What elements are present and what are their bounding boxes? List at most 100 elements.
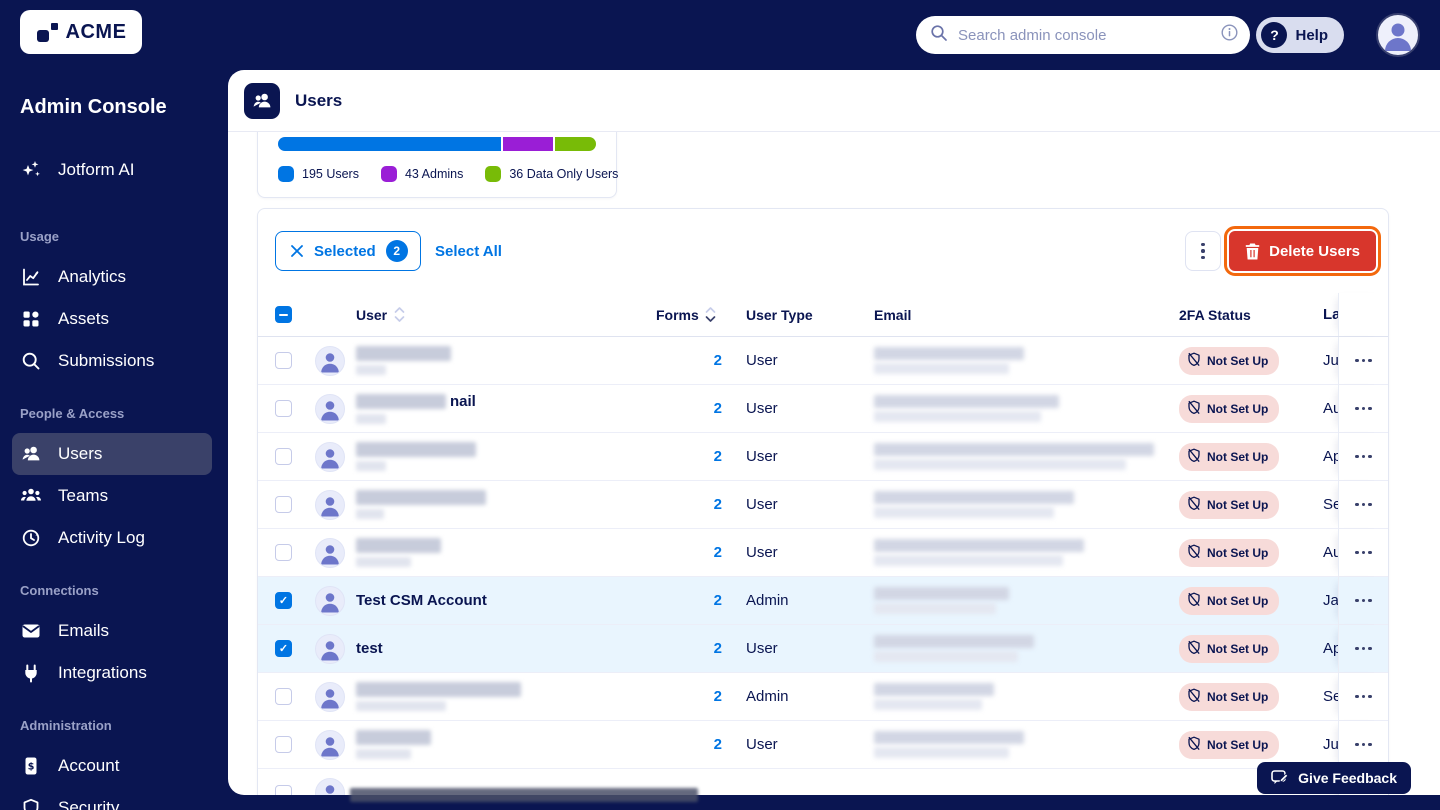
sort-icon[interactable] (705, 306, 716, 323)
sidebar-item-jotform-ai[interactable]: Jotform AI (12, 149, 212, 191)
column-user[interactable]: User (356, 306, 388, 323)
users-table-card: Selected 2 Select All Delete Users User (257, 208, 1389, 795)
user-type-cell: User (746, 481, 856, 528)
forms-count-link[interactable]: 2 (713, 592, 722, 609)
forms-count-link[interactable]: 2 (713, 544, 722, 561)
row-actions-cell (1338, 481, 1388, 528)
redacted-name (356, 538, 441, 567)
user-name-cell (356, 721, 651, 768)
email-blur (874, 363, 1009, 374)
selected-filter-button[interactable]: Selected 2 (275, 231, 421, 271)
account-avatar[interactable] (1376, 13, 1420, 57)
forms-count-link[interactable]: 2 (713, 448, 722, 465)
email-icon (20, 620, 42, 642)
last-login-value: Au (1323, 400, 1342, 417)
user-type-value: User (746, 400, 778, 417)
avatar (315, 681, 345, 712)
tfa-status-badge: Not Set Up (1179, 346, 1280, 375)
bar-segment (554, 137, 596, 151)
redacted-name (356, 730, 431, 759)
last-login-cell: Se (1318, 673, 1388, 720)
sidebar-item-account[interactable]: $ Account (12, 745, 212, 787)
select-all-link[interactable]: Select All (435, 243, 502, 260)
row-more-actions-button[interactable] (1349, 689, 1378, 705)
forms-count-link[interactable]: 2 (713, 496, 722, 513)
sidebar-item-analytics[interactable]: Analytics (12, 256, 212, 298)
name-tail-text: nail (450, 393, 476, 410)
redacted-name (356, 682, 521, 711)
row-more-actions-button[interactable] (1349, 497, 1378, 513)
info-icon[interactable] (1221, 24, 1238, 46)
sidebar-nav: Usage Analytics Assets Submissions People & … (0, 229, 228, 810)
sidebar-item-security[interactable]: Security (12, 787, 212, 810)
row-more-actions-button[interactable] (1349, 449, 1378, 465)
sidebar-item-teams[interactable]: Teams (12, 475, 212, 517)
row-more-actions-button[interactable] (1349, 545, 1378, 561)
email-cell (874, 769, 1169, 795)
more-actions-button[interactable] (1185, 231, 1222, 271)
sidebar-item-activity-log[interactable]: Activity Log (12, 517, 212, 559)
name-sub-blur (356, 414, 386, 424)
user-name: test (356, 640, 383, 657)
row-checkbox[interactable]: ✓ (275, 640, 292, 657)
user-type-cell: User (746, 433, 856, 480)
row-checkbox[interactable] (275, 400, 292, 417)
avatar-cell (315, 529, 347, 576)
sidebar-item-assets[interactable]: Assets (12, 298, 212, 340)
email-cell (874, 577, 1169, 624)
row-checkbox[interactable] (275, 544, 292, 561)
sidebar-item-emails[interactable]: Emails (12, 610, 212, 652)
row-checkbox[interactable] (275, 352, 292, 369)
forms-cell: 2 (656, 337, 722, 384)
select-all-checkbox[interactable] (275, 306, 292, 323)
teams-icon (20, 485, 42, 507)
row-more-actions-button[interactable] (1349, 737, 1378, 753)
forms-count-link[interactable]: 2 (713, 640, 722, 657)
forms-count-link[interactable]: 2 (713, 400, 722, 417)
row-checkbox[interactable] (275, 736, 292, 753)
feedback-icon (1271, 770, 1289, 784)
admin-search (916, 16, 1250, 54)
forms-count-link[interactable]: 2 (713, 688, 722, 705)
sort-icon[interactable] (394, 306, 405, 323)
shield-slash-icon (1187, 352, 1201, 370)
user-name-cell (356, 529, 651, 576)
sidebar-item-label: Security (58, 798, 120, 810)
tfa-cell: Not Set Up (1179, 385, 1314, 432)
row-checkbox[interactable] (275, 496, 292, 513)
forms-count-link[interactable]: 2 (713, 352, 722, 369)
row-checkbox[interactable] (275, 448, 292, 465)
sidebar-item-submissions[interactable]: Submissions (12, 340, 212, 382)
row-more-actions-button[interactable] (1349, 593, 1378, 609)
tfa-status-badge: Not Set Up (1179, 586, 1280, 615)
row-more-actions-button[interactable] (1349, 641, 1378, 657)
give-feedback-button[interactable]: Give Feedback (1257, 762, 1411, 794)
sidebar-item-label: Emails (58, 621, 110, 640)
forms-count-link[interactable]: 2 (713, 736, 722, 753)
help-button[interactable]: ? Help (1256, 17, 1344, 53)
users-page-icon (244, 82, 280, 119)
avatar-cell (315, 385, 347, 432)
row-checkbox[interactable] (275, 784, 292, 795)
legend-label: 195 Users (302, 167, 359, 181)
search-input[interactable] (958, 26, 1221, 44)
row-more-actions-button[interactable] (1349, 353, 1378, 369)
sidebar-item-label: Jotform AI (58, 160, 135, 179)
email-blur (874, 635, 1034, 648)
email-blur (874, 507, 1054, 518)
email-blur (874, 395, 1059, 408)
row-checkbox[interactable] (275, 688, 292, 705)
row-more-actions-button[interactable] (1349, 401, 1378, 417)
sidebar-item-users[interactable]: Users (12, 433, 212, 475)
user-type-cell: User (746, 385, 856, 432)
tfa-status-badge: Not Set Up (1179, 442, 1280, 471)
name-blur (356, 346, 451, 361)
row-checkbox[interactable]: ✓ (275, 592, 292, 609)
column-forms[interactable]: Forms (656, 306, 699, 323)
user-name-cell (356, 337, 651, 384)
sidebar-item-integrations[interactable]: Integrations (12, 652, 212, 694)
delete-users-button[interactable]: Delete Users (1224, 226, 1381, 276)
page-header: Users (228, 70, 1440, 132)
acme-logo[interactable]: ACME (20, 10, 142, 54)
tfa-status-text: Not Set Up (1207, 737, 1269, 752)
